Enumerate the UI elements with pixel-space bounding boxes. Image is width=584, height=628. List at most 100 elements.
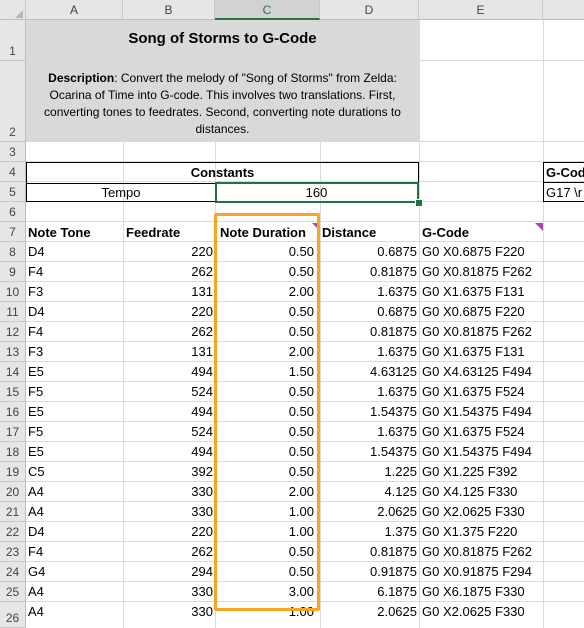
row-header-12[interactable]: 12 bbox=[0, 322, 26, 342]
cell-distance[interactable]: 0.81875 bbox=[370, 324, 417, 339]
row-header-6[interactable]: 6 bbox=[0, 202, 26, 222]
cell-note-duration[interactable]: 0.50 bbox=[288, 444, 314, 459]
row-header-9[interactable]: 9 bbox=[0, 262, 26, 282]
cell-gcode[interactable]: G0 X1.6375 F524 bbox=[422, 424, 525, 439]
cell-note-tone[interactable]: A4 bbox=[28, 504, 44, 519]
cell-distance[interactable]: 1.6375 bbox=[377, 344, 417, 359]
cell-note-duration[interactable]: 3.00 bbox=[288, 584, 314, 599]
row-header-20[interactable]: 20 bbox=[0, 482, 26, 502]
cell-gcode[interactable]: G0 X1.375 F220 bbox=[422, 524, 518, 539]
cell-gcode[interactable]: G0 X1.6375 F131 bbox=[422, 344, 525, 359]
cell-gcode[interactable]: G0 X0.81875 F262 bbox=[422, 324, 532, 339]
cell-gcode[interactable]: G0 X1.6375 F131 bbox=[422, 284, 525, 299]
cell-gcode[interactable]: G0 X1.6375 F524 bbox=[422, 384, 525, 399]
cell-feedrate[interactable]: 131 bbox=[191, 284, 213, 299]
fill-handle[interactable] bbox=[415, 199, 423, 207]
cell-distance[interactable]: 1.6375 bbox=[377, 424, 417, 439]
column-header-a[interactable]: A bbox=[26, 0, 123, 20]
cell-feedrate[interactable]: 262 bbox=[191, 264, 213, 279]
cell-feedrate[interactable]: 262 bbox=[191, 324, 213, 339]
cell-distance[interactable]: 0.6875 bbox=[377, 244, 417, 259]
cell-feedrate[interactable]: 330 bbox=[191, 584, 213, 599]
header-gcode[interactable]: G-Code bbox=[422, 225, 469, 240]
row-header-14[interactable]: 14 bbox=[0, 362, 26, 382]
row-header-18[interactable]: 18 bbox=[0, 442, 26, 462]
cell-distance[interactable]: 0.6875 bbox=[377, 304, 417, 319]
cell-note-duration[interactable]: 0.50 bbox=[288, 404, 314, 419]
cell-distance[interactable]: 1.6375 bbox=[377, 384, 417, 399]
tempo-value[interactable]: 160 bbox=[305, 185, 328, 200]
cell-gcode[interactable]: G0 X4.125 F330 bbox=[422, 484, 518, 499]
cell-note-duration[interactable]: 1.00 bbox=[288, 604, 314, 619]
cell-feedrate[interactable]: 330 bbox=[191, 604, 213, 619]
cell-gcode[interactable]: G0 X1.54375 F494 bbox=[422, 404, 532, 419]
cell-note-tone[interactable]: D4 bbox=[28, 304, 45, 319]
cell-gcode[interactable]: G0 X2.0625 F330 bbox=[422, 604, 525, 619]
cell-note-tone[interactable]: D4 bbox=[28, 524, 45, 539]
cell-note-tone[interactable]: E5 bbox=[28, 444, 44, 459]
cell-gcode[interactable]: G0 X6.1875 F330 bbox=[422, 584, 525, 599]
cell-note-duration[interactable]: 1.50 bbox=[288, 364, 314, 379]
cell-note-tone[interactable]: D4 bbox=[28, 244, 45, 259]
column-header-d[interactable]: D bbox=[320, 0, 419, 20]
cell-note-duration[interactable]: 0.50 bbox=[288, 464, 314, 479]
row-header-24[interactable]: 24 bbox=[0, 562, 26, 582]
cell-feedrate[interactable]: 524 bbox=[191, 424, 213, 439]
cell-feedrate[interactable]: 262 bbox=[191, 544, 213, 559]
cell-feedrate[interactable]: 524 bbox=[191, 384, 213, 399]
spreadsheet-grid[interactable]: Song of Storms to G-Code Description: Co… bbox=[26, 20, 584, 628]
cell-note-tone[interactable]: G4 bbox=[28, 564, 46, 579]
cell-note-tone[interactable]: A4 bbox=[28, 584, 44, 599]
cell-note-duration[interactable]: 1.00 bbox=[288, 524, 314, 539]
row-header-21[interactable]: 21 bbox=[0, 502, 26, 522]
cell-gcode[interactable]: G0 X1.54375 F494 bbox=[422, 444, 532, 459]
cell-gcode[interactable]: G0 X0.81875 F262 bbox=[422, 544, 532, 559]
cell-gcode[interactable]: G0 X1.225 F392 bbox=[422, 464, 518, 479]
cell-feedrate[interactable]: 494 bbox=[191, 404, 213, 419]
cell-gcode[interactable]: G0 X2.0625 F330 bbox=[422, 504, 525, 519]
column-header-f[interactable] bbox=[543, 0, 584, 20]
cell-note-duration[interactable]: 0.50 bbox=[288, 424, 314, 439]
cell-note-tone[interactable]: F3 bbox=[28, 284, 44, 299]
row-header-4[interactable]: 4 bbox=[0, 162, 26, 182]
cell-note-duration[interactable]: 1.00 bbox=[288, 504, 314, 519]
gcode-constant-value[interactable]: G17 \r bbox=[546, 185, 583, 200]
column-header-c[interactable]: C bbox=[215, 0, 320, 20]
cell-distance[interactable]: 6.1875 bbox=[377, 584, 417, 599]
row-header-2[interactable]: 2 bbox=[0, 61, 26, 142]
cell-distance[interactable]: 4.125 bbox=[384, 484, 417, 499]
header-note-tone[interactable]: Note Tone bbox=[28, 225, 91, 240]
row-header-10[interactable]: 10 bbox=[0, 282, 26, 302]
cell-note-duration[interactable]: 0.50 bbox=[288, 324, 314, 339]
comment-indicator-icon[interactable] bbox=[312, 223, 320, 231]
row-header-25[interactable]: 25 bbox=[0, 582, 26, 602]
comment-indicator-icon[interactable] bbox=[535, 223, 543, 231]
header-note-duration[interactable]: Note Duration bbox=[220, 225, 306, 240]
cell-distance[interactable]: 1.375 bbox=[384, 524, 417, 539]
cell-gcode[interactable]: G0 X0.81875 F262 bbox=[422, 264, 532, 279]
row-header-3[interactable]: 3 bbox=[0, 142, 26, 162]
cell-note-duration[interactable]: 2.00 bbox=[288, 344, 314, 359]
row-header-7[interactable]: 7 bbox=[0, 222, 26, 242]
cell-distance[interactable]: 1.54375 bbox=[370, 444, 417, 459]
column-header-e[interactable]: E bbox=[419, 0, 543, 20]
row-header-23[interactable]: 23 bbox=[0, 542, 26, 562]
row-header-26[interactable]: 26 bbox=[0, 602, 26, 628]
cell-feedrate[interactable]: 220 bbox=[191, 304, 213, 319]
row-header-5[interactable]: 5 bbox=[0, 182, 26, 202]
cell-note-duration[interactable]: 0.50 bbox=[288, 304, 314, 319]
cell-note-tone[interactable]: E5 bbox=[28, 364, 44, 379]
cell-feedrate[interactable]: 294 bbox=[191, 564, 213, 579]
cell-gcode[interactable]: G0 X0.6875 F220 bbox=[422, 244, 525, 259]
cell-feedrate[interactable]: 131 bbox=[191, 344, 213, 359]
row-header-22[interactable]: 22 bbox=[0, 522, 26, 542]
cell-note-tone[interactable]: F5 bbox=[28, 424, 44, 439]
cell-note-tone[interactable]: A4 bbox=[28, 484, 44, 499]
cell-gcode[interactable]: G0 X0.91875 F294 bbox=[422, 564, 532, 579]
row-header-15[interactable]: 15 bbox=[0, 382, 26, 402]
cell-feedrate[interactable]: 494 bbox=[191, 364, 213, 379]
select-all-corner[interactable] bbox=[0, 0, 26, 20]
cell-feedrate[interactable]: 330 bbox=[191, 504, 213, 519]
cell-note-duration[interactable]: 0.50 bbox=[288, 544, 314, 559]
row-header-1[interactable]: 1 bbox=[0, 20, 26, 61]
